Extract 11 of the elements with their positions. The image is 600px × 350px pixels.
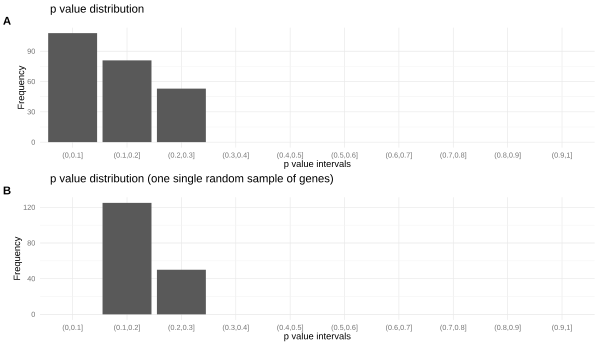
chart-title: p value distribution <box>50 4 144 15</box>
y-axis-title: Frequency <box>14 236 22 280</box>
text: A <box>3 16 11 25</box>
bar <box>48 32 98 142</box>
x-axis-title: p value intervals <box>284 332 351 342</box>
x-axis-title: p value intervals <box>284 160 351 169</box>
chart-title: p value distribution (one single random sample of genes) <box>50 174 333 184</box>
text: B <box>4 186 11 194</box>
y-axis-title: Frequency <box>18 66 26 109</box>
bar <box>156 88 206 142</box>
bar <box>102 60 152 142</box>
